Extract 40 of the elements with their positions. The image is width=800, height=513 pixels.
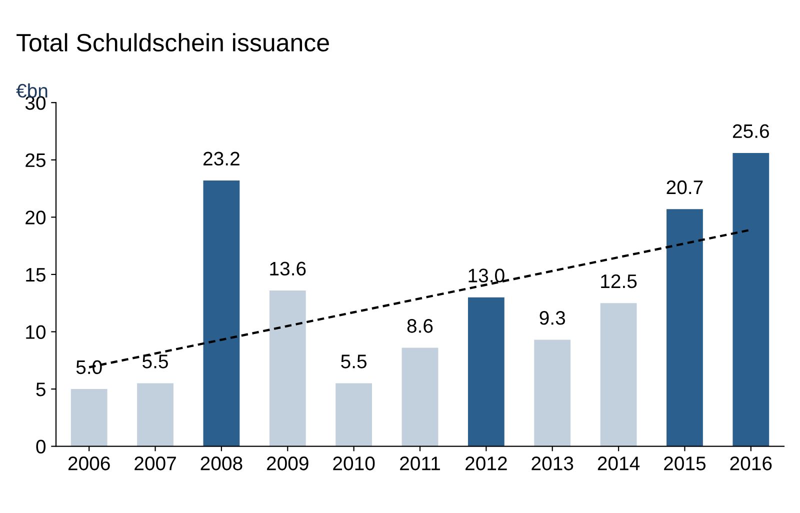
data-label: 23.2 [204,152,240,166]
data-label: 9.3 [540,311,566,325]
bar [137,383,174,446]
bar [70,389,108,446]
x-tick-label: 2014 [598,456,640,470]
x-tick-label: 2009 [266,456,308,470]
data-label: 13.6 [270,262,306,276]
bar [402,348,438,446]
bar [732,153,770,446]
data-label: 25.6 [732,124,769,138]
data-label: 8.6 [407,319,433,333]
x-tick-label: 2011 [400,456,440,470]
bar [534,340,571,446]
data-label: 13.0 [468,268,504,282]
y-tick-label: 20 [26,210,46,224]
data-label: 5.5 [341,354,367,368]
data-label: 12.5 [601,274,637,288]
y-tick-label: 0 [36,440,46,454]
x-tick-label: 2008 [200,456,242,470]
bar [468,297,504,446]
x-tick-label: 2012 [466,456,507,470]
x-tick-label: 2010 [333,456,375,470]
bar [269,290,306,446]
bar [203,180,240,446]
y-tick-label: 25 [26,153,46,168]
bar [600,303,637,446]
y-tick-label: 15 [26,268,46,282]
bar [336,383,372,446]
y-axis-title: €bn [16,83,48,98]
y-tick-label: 5 [36,382,46,396]
y-tick-label: 30 [25,96,46,110]
x-tick-label: 2006 [68,456,110,470]
x-tick-label: 2015 [664,456,706,470]
x-tick-label: 2013 [532,456,574,470]
data-label: 20.7 [666,180,703,194]
bar [666,209,703,446]
y-tick-label: 10 [26,325,46,339]
x-tick-label: 2007 [134,456,176,470]
x-tick-label: 2016 [730,456,772,470]
chart-title: Total Schuldschein issuance [16,33,329,52]
